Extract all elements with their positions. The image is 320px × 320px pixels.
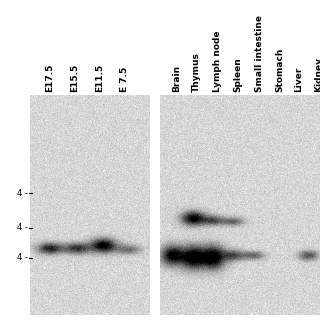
Text: E 7.5: E 7.5: [120, 67, 129, 92]
Text: 4 -: 4 -: [17, 223, 28, 233]
Text: Liver: Liver: [294, 67, 303, 92]
Text: Stomach: Stomach: [275, 48, 284, 92]
Text: E11.5: E11.5: [95, 64, 104, 92]
Text: 4 -: 4 -: [17, 188, 28, 197]
Text: E17.5: E17.5: [45, 64, 54, 92]
Text: Spleen: Spleen: [233, 57, 242, 92]
Text: Small intestine: Small intestine: [255, 15, 264, 92]
Text: Lymph node: Lymph node: [213, 30, 222, 92]
Text: Brain: Brain: [172, 65, 181, 92]
Text: 4 -: 4 -: [17, 253, 28, 262]
Text: E15.5: E15.5: [70, 64, 79, 92]
Text: Thymus: Thymus: [192, 52, 201, 92]
Text: Kidney: Kidney: [314, 57, 320, 92]
